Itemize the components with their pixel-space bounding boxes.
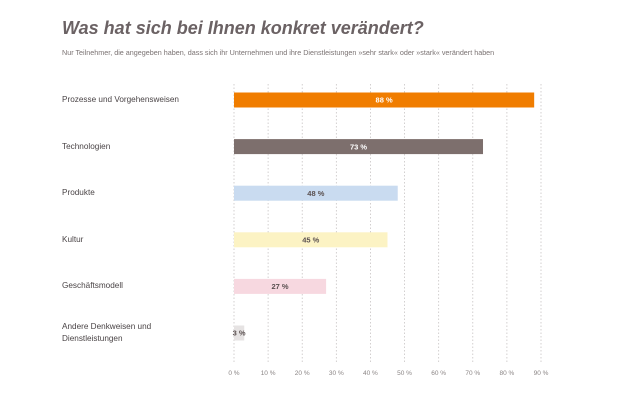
x-tick-label: 60 % [431,370,446,377]
x-tick-label: 90 % [534,370,549,377]
bar-andere-denkweisen-und-dienstleistungen [234,325,245,341]
bar-value-label: 73 % [350,142,367,151]
x-axis-ticks: 0 % 10 % 20 % 30 % 40 % 50 % 60 % 70 % 80 % 90 % [228,370,548,377]
bar-value-label: 48 % [307,189,324,198]
bar-technologien [234,139,484,155]
category-label: Kultur [62,234,84,244]
category-label: Prozesse und Vorgehensweisen [62,95,179,104]
x-tick-label: 80 % [499,370,514,377]
x-tick-label: 40 % [363,370,378,377]
x-tick-label: 10 % [261,370,276,377]
x-tick-label: 70 % [465,370,480,377]
x-tick-label: 50 % [397,370,412,377]
bar-value-label: 3 % [233,329,246,338]
chart-title: Was hat sich bei Ihnen konkret verändert… [62,18,424,38]
bar-prozesse-und-vorgehensweisen [234,92,535,108]
bar-value-label: 45 % [302,236,319,245]
bar-produkte [234,185,398,201]
bars: 88 % 73 % 48 % 45 % 27 % 3 % [233,92,535,341]
bar-geschäftsmodell [234,278,327,294]
bar-value-label: 88 % [376,96,393,105]
grid-lines [233,84,542,362]
category-label: Technologien [62,141,111,151]
x-tick-label: 0 % [228,370,239,377]
chart-subtitle: Nur Teilnehmer, die angegeben haben, das… [62,48,495,57]
category-label: Geschäftsmodell [62,281,123,291]
x-tick-label: 30 % [329,370,344,377]
bar-value-label: 27 % [271,282,288,291]
category-label: Produkte [62,188,95,198]
x-tick-label: 20 % [295,370,310,377]
bar-kultur [234,232,388,248]
category-label: Andere Denkweisen und Dienstleistungen [62,322,152,343]
